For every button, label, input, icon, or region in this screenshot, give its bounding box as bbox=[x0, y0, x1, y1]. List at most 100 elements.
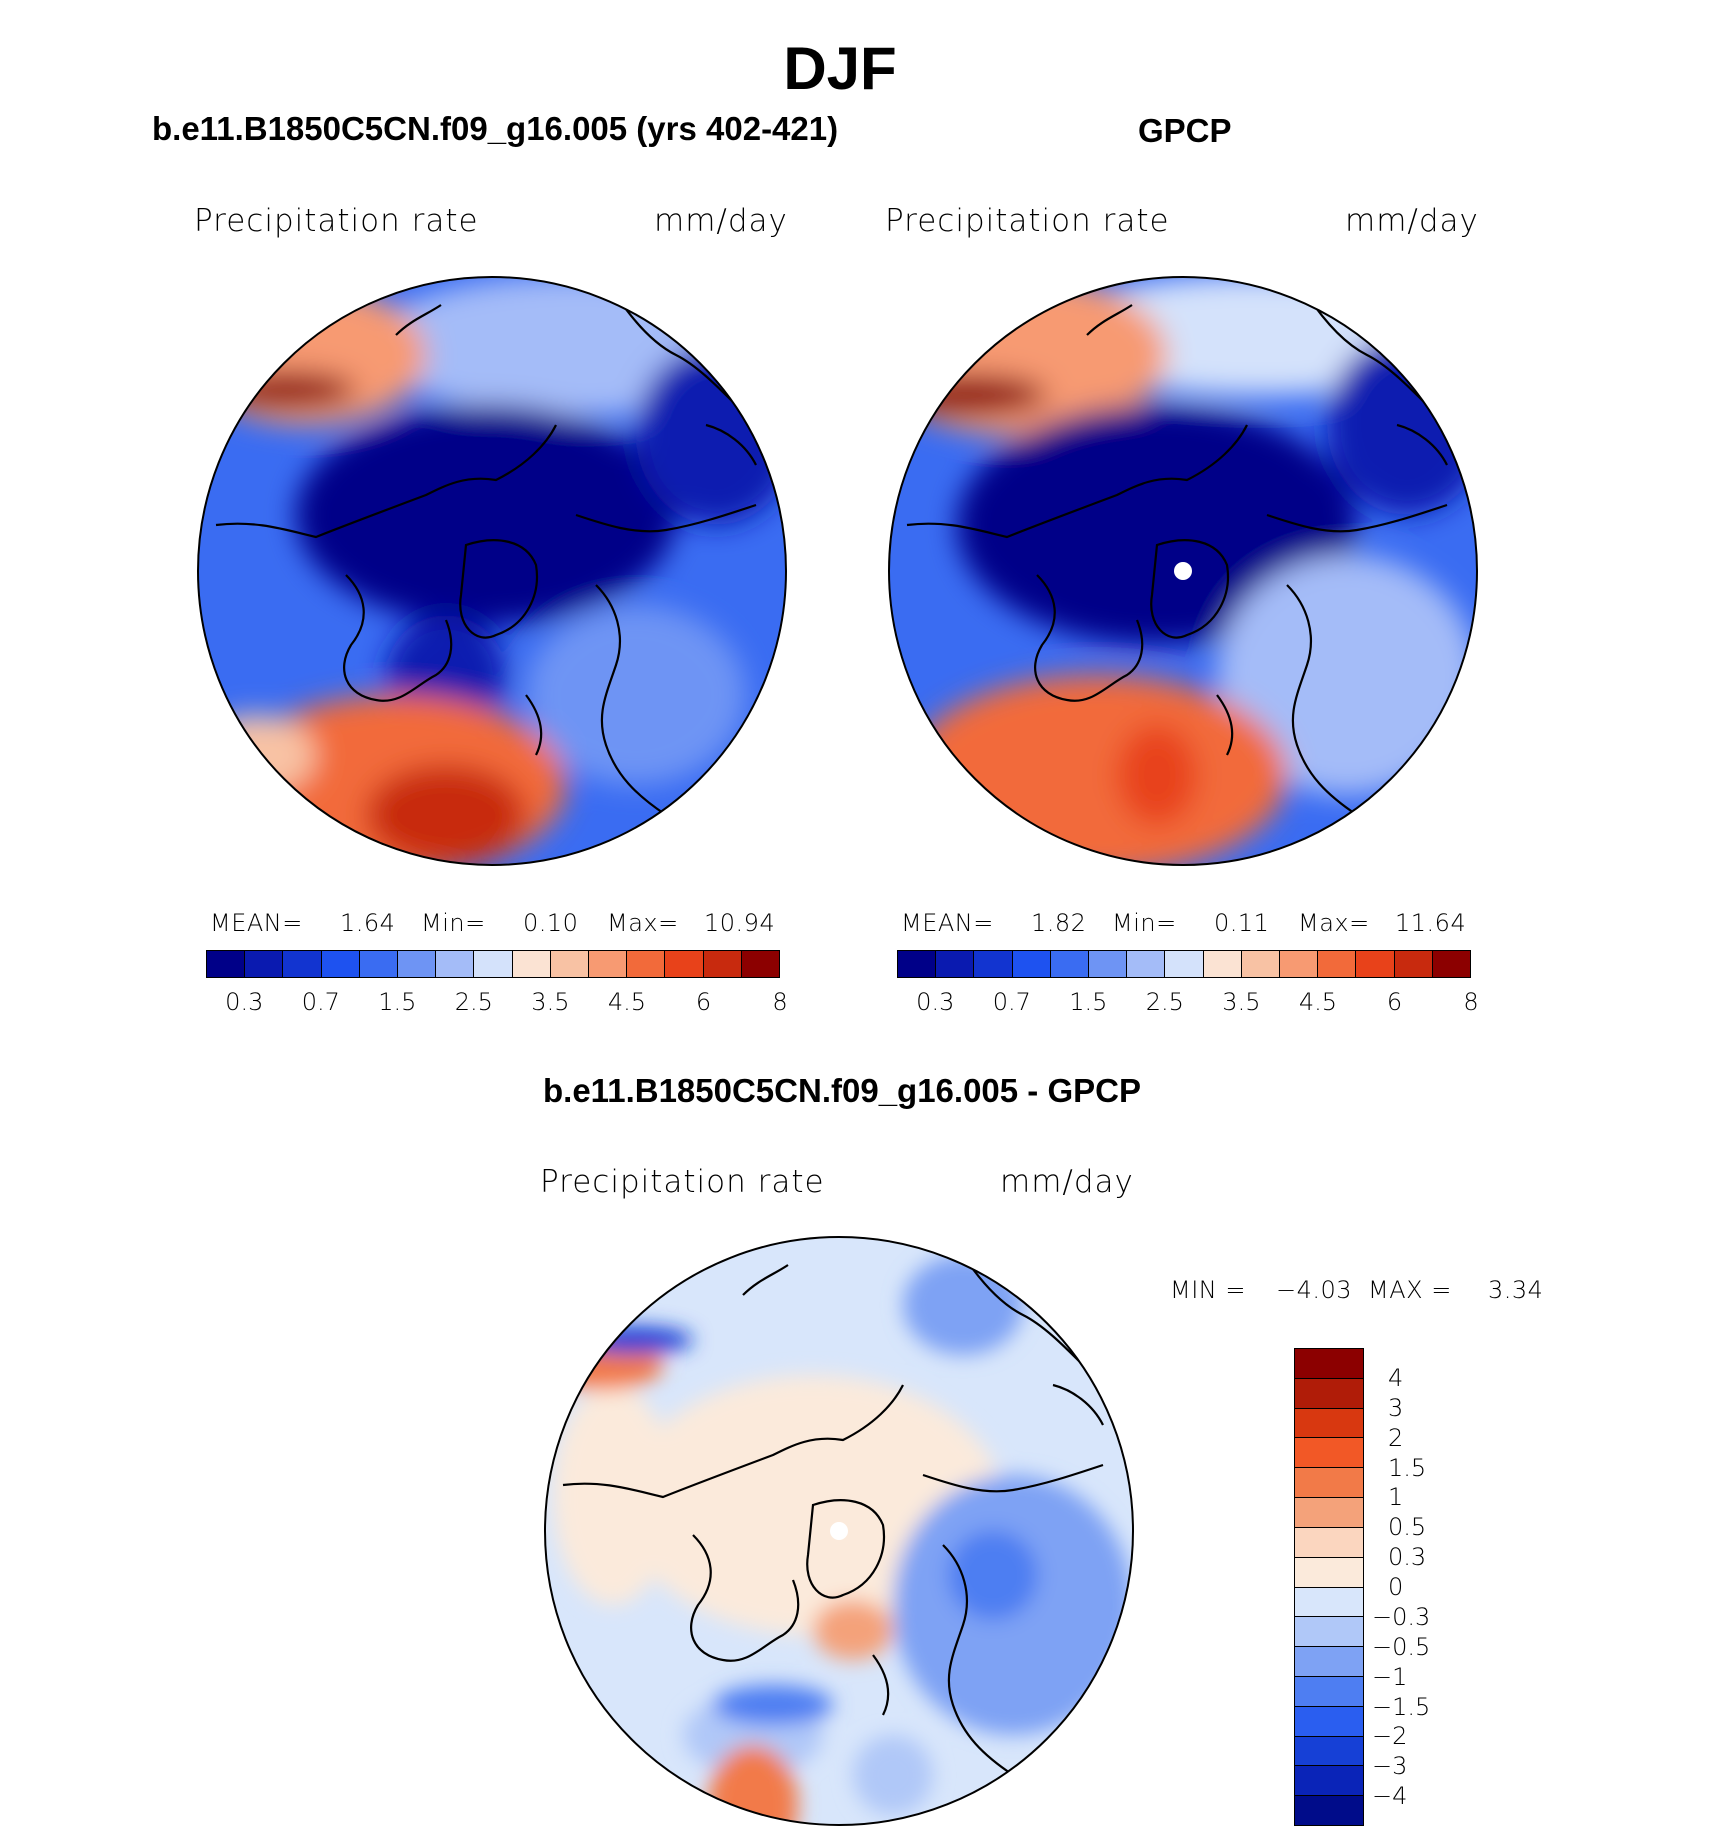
colorbar-swatch bbox=[1012, 951, 1051, 977]
diff-field-greenland-min bbox=[713, 1685, 833, 1725]
colorbar-swatch bbox=[1165, 951, 1204, 977]
colorbar-swatch bbox=[1127, 951, 1166, 977]
colorbar-swatch bbox=[1295, 1408, 1363, 1439]
colorbar-swatch bbox=[741, 951, 780, 977]
model-polar-map bbox=[197, 276, 787, 866]
colorbar-swatch bbox=[1241, 951, 1281, 977]
colorbar-swatch bbox=[1295, 1766, 1363, 1797]
diff-field-europe-min bbox=[948, 1530, 1038, 1620]
colorbar-swatch bbox=[665, 951, 704, 977]
gpcp-min-value: 0.11 bbox=[1214, 909, 1270, 937]
gpcp-mean-value: 1.82 bbox=[1031, 909, 1087, 937]
diff-max-label: MAX = bbox=[1368, 1276, 1452, 1304]
diff-min-label: MIN = bbox=[1170, 1276, 1246, 1304]
colorbar-swatch bbox=[703, 951, 742, 977]
model-colorbar bbox=[206, 950, 780, 978]
colorbar-swatch bbox=[1394, 951, 1433, 977]
colorbar-tick-label: 3.5 bbox=[531, 988, 570, 1016]
colorbar-tick-label: 0.7 bbox=[301, 988, 340, 1016]
diff-coastlines bbox=[562, 1254, 1104, 1776]
colorbar-tick-label: 1.5 bbox=[378, 988, 417, 1016]
colorbar-swatch bbox=[1295, 1349, 1363, 1379]
colorbar-tick-label: 3.5 bbox=[1222, 988, 1261, 1016]
gpcp-units-label: mm/day bbox=[1345, 203, 1479, 239]
model-field-atlantic-max bbox=[366, 765, 526, 865]
model-field-siberia-min bbox=[636, 345, 786, 525]
colorbar-tick-label: 4.5 bbox=[607, 988, 647, 1016]
colorbar-tick-label: 3 bbox=[1388, 1393, 1404, 1422]
colorbar-swatch bbox=[1432, 951, 1471, 977]
diff-field-uk-negative bbox=[853, 1735, 933, 1815]
colorbar-swatch bbox=[627, 951, 666, 977]
colorbar-swatch bbox=[1089, 951, 1128, 977]
diff-field-pacific-positive bbox=[553, 1385, 673, 1605]
colorbar-swatch bbox=[589, 951, 628, 977]
colorbar-tick-label: 6 bbox=[695, 988, 712, 1016]
gpcp-min-label: Min= bbox=[1112, 909, 1177, 937]
colorbar-swatch bbox=[550, 951, 590, 977]
gpcp-field-siberia-min bbox=[1327, 335, 1477, 515]
diff-colorbar bbox=[1294, 1348, 1364, 1826]
gpcp-coastlines bbox=[906, 294, 1448, 816]
colorbar-tick-label: 0.3 bbox=[225, 988, 264, 1016]
colorbar-swatch bbox=[1295, 1676, 1363, 1707]
diff-field-nw-negative bbox=[903, 1255, 1023, 1355]
gpcp-field-europe bbox=[1217, 555, 1477, 795]
colorbar-swatch bbox=[1295, 1498, 1363, 1528]
colorbar-tick-label: 8 bbox=[1463, 988, 1479, 1016]
main-title: DJF bbox=[783, 35, 897, 102]
colorbar-swatch bbox=[1356, 951, 1395, 977]
gpcp-max-label: Max= bbox=[1298, 909, 1370, 937]
colorbar-tick-label: −4 bbox=[1372, 1782, 1408, 1811]
colorbar-swatch bbox=[1295, 1468, 1363, 1499]
colorbar-tick-label: 1.5 bbox=[1388, 1453, 1427, 1482]
model-max-value: 10.94 bbox=[704, 909, 776, 937]
colorbar-tick-label: 0.3 bbox=[1388, 1543, 1427, 1572]
model-field-pacific-max bbox=[216, 372, 356, 408]
gpcp-mean-label: MEAN= bbox=[901, 909, 994, 937]
model-min-label: Min= bbox=[421, 909, 486, 937]
model-panel-title: b.e11.B1850C5CN.f09_g16.005 (yrs 402-421… bbox=[152, 110, 839, 147]
colorbar-swatch bbox=[1280, 951, 1319, 977]
colorbar-swatch bbox=[1318, 951, 1357, 977]
diff-max-value: 3.34 bbox=[1488, 1276, 1544, 1304]
colorbar-tick-label: −0.5 bbox=[1372, 1632, 1431, 1661]
model-field-arctic-min bbox=[296, 405, 676, 625]
colorbar-tick-label: 6 bbox=[1386, 988, 1403, 1016]
model-max-label: Max= bbox=[607, 909, 679, 937]
gpcp-max-value: 11.64 bbox=[1395, 909, 1467, 937]
gpcp-polar-map bbox=[888, 276, 1478, 866]
diff-field-pacific-min bbox=[573, 1326, 693, 1354]
diff-map-boundary bbox=[544, 1236, 1134, 1826]
gpcp-pole-hole bbox=[1174, 562, 1192, 580]
colorbar-tick-label: 0.5 bbox=[1388, 1513, 1427, 1542]
colorbar-tick-label: 0.3 bbox=[916, 988, 955, 1016]
gpcp-variable-label: Precipitation rate bbox=[885, 203, 1170, 239]
model-min-value: 0.10 bbox=[523, 909, 579, 937]
model-field-europe bbox=[526, 605, 746, 785]
diff-units-label: mm/day bbox=[1000, 1164, 1134, 1200]
colorbar-tick-label: 2.5 bbox=[1145, 988, 1184, 1016]
colorbar-tick-label: 4.5 bbox=[1298, 988, 1338, 1016]
gpcp-map-boundary bbox=[888, 276, 1478, 866]
diff-field-atlantic-max bbox=[708, 1745, 798, 1825]
colorbar-swatch bbox=[974, 951, 1013, 977]
colorbar-swatch bbox=[1050, 951, 1090, 977]
colorbar-tick-label: 1.5 bbox=[1069, 988, 1108, 1016]
model-mean-label: MEAN= bbox=[210, 909, 303, 937]
gpcp-field-pacific-max bbox=[889, 375, 1047, 415]
diff-variable-label: Precipitation rate bbox=[540, 1164, 825, 1200]
colorbar-swatch bbox=[1295, 1557, 1363, 1588]
gpcp-field-atlantic-storm bbox=[907, 675, 1287, 865]
colorbar-swatch bbox=[1295, 1438, 1363, 1469]
colorbar-swatch bbox=[1295, 1527, 1363, 1558]
colorbar-tick-label: −1.5 bbox=[1372, 1692, 1431, 1721]
colorbar-swatch bbox=[207, 951, 246, 977]
colorbar-tick-label: 2.5 bbox=[454, 988, 493, 1016]
colorbar-swatch bbox=[1295, 1736, 1363, 1767]
colorbar-swatch bbox=[283, 951, 322, 977]
colorbar-swatch bbox=[512, 951, 551, 977]
diff-panel-title: b.e11.B1850C5CN.f09_g16.005 - GPCP bbox=[543, 1072, 1141, 1109]
model-field-atlantic-edge bbox=[198, 715, 316, 795]
diff-pole-hole bbox=[830, 1522, 848, 1540]
